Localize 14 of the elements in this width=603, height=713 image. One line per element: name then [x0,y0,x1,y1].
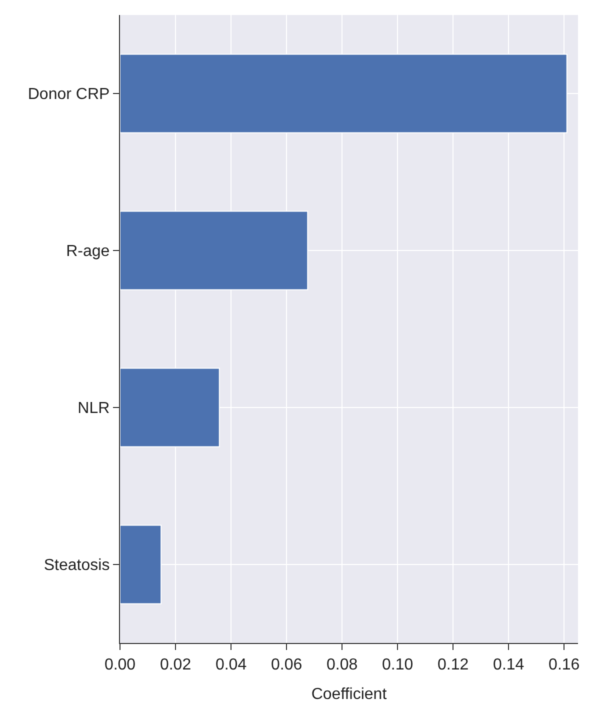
x-axis-title: Coefficient [311,686,388,703]
x-tick-label: 0.02 [160,656,192,674]
x-tick-label: 0.16 [548,656,580,674]
x-tick-label: 0.08 [326,656,358,674]
x-tick-label: 0.12 [438,656,469,674]
y-tick-label: NLR [78,400,110,418]
x-tick-label: 0.10 [382,656,414,674]
x-tick-label: 0.04 [215,656,247,674]
x-tick-label: 0.14 [493,656,524,674]
y-tick-label: Steatosis [44,557,110,574]
x-tick-label: 0.06 [270,656,302,674]
x-tick-label: 0.00 [104,656,136,674]
y-tick-label: R-age [66,243,110,260]
y-tick-label: Donor CRP [28,86,110,104]
